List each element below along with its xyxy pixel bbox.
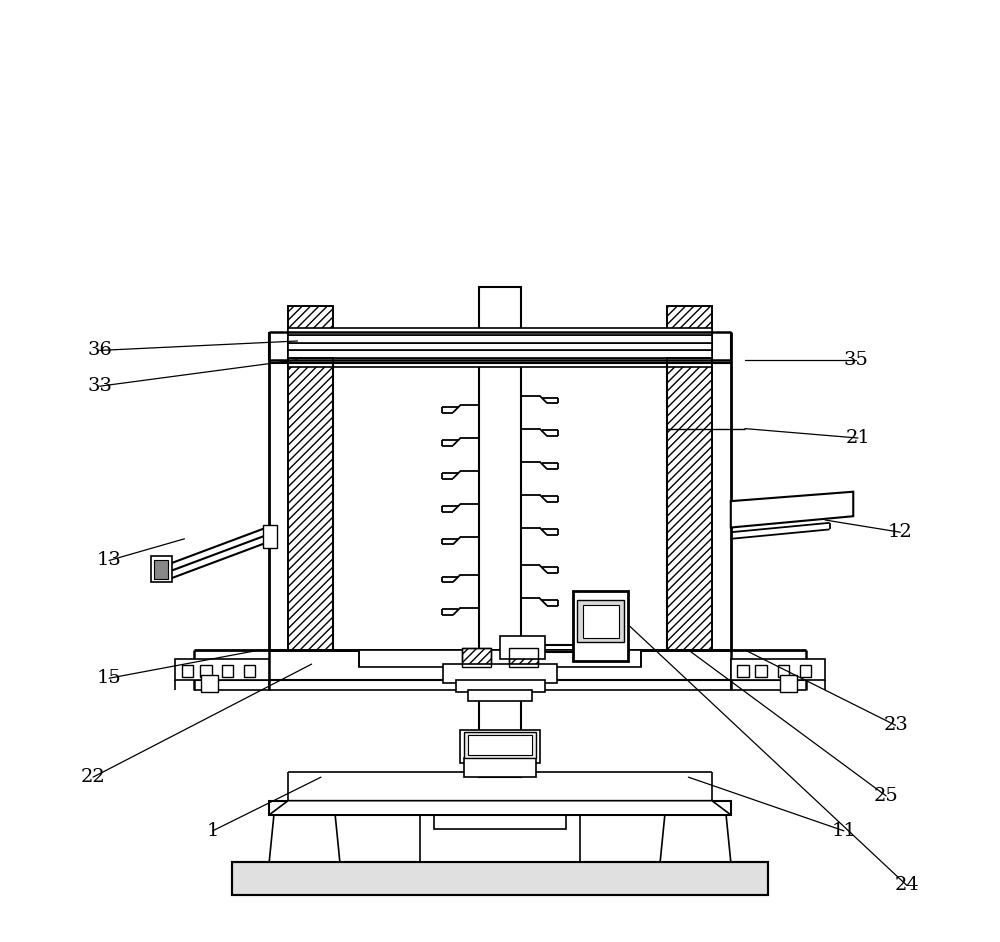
Polygon shape: [269, 801, 731, 815]
Bar: [232, 862, 768, 895]
Text: 1: 1: [207, 821, 219, 840]
Bar: [175, 659, 269, 680]
Bar: [201, 675, 218, 692]
Bar: [288, 335, 712, 343]
Text: 25: 25: [874, 787, 899, 805]
Bar: [667, 358, 712, 650]
Bar: [456, 680, 545, 692]
Bar: [755, 665, 767, 677]
Bar: [420, 810, 580, 862]
Bar: [462, 648, 491, 667]
Bar: [269, 801, 731, 815]
Text: 15: 15: [97, 669, 121, 688]
Bar: [288, 358, 333, 650]
Polygon shape: [269, 815, 340, 862]
Text: 22: 22: [81, 768, 105, 787]
Text: 36: 36: [87, 341, 112, 360]
Bar: [667, 306, 712, 363]
Bar: [468, 735, 532, 755]
Bar: [154, 560, 168, 579]
Bar: [359, 650, 641, 667]
Bar: [288, 358, 333, 650]
Bar: [434, 810, 566, 829]
Bar: [509, 648, 538, 667]
Bar: [288, 306, 333, 363]
Bar: [232, 862, 768, 895]
Bar: [288, 350, 712, 358]
Bar: [583, 605, 619, 638]
Bar: [288, 306, 333, 363]
Bar: [464, 732, 536, 758]
Text: 11: 11: [831, 821, 856, 840]
Bar: [263, 525, 277, 548]
Bar: [667, 358, 712, 650]
Bar: [778, 665, 789, 677]
Bar: [460, 730, 540, 763]
Bar: [468, 690, 532, 701]
Text: 24: 24: [895, 876, 919, 895]
Bar: [479, 287, 521, 777]
Bar: [200, 665, 212, 677]
Bar: [464, 758, 536, 777]
Bar: [443, 664, 557, 683]
Bar: [244, 665, 255, 677]
Bar: [800, 665, 811, 677]
Text: 35: 35: [844, 350, 869, 369]
Bar: [731, 659, 825, 680]
Bar: [288, 328, 712, 335]
Bar: [737, 665, 749, 677]
Bar: [222, 665, 233, 677]
Bar: [462, 648, 491, 667]
Bar: [577, 600, 624, 642]
Bar: [573, 591, 628, 661]
Bar: [667, 306, 712, 363]
Text: 12: 12: [888, 523, 913, 542]
Bar: [780, 675, 797, 692]
Bar: [500, 636, 545, 659]
Text: 21: 21: [846, 429, 870, 447]
Bar: [182, 665, 193, 677]
Bar: [333, 363, 667, 650]
Bar: [288, 343, 712, 350]
Bar: [288, 358, 712, 367]
Bar: [509, 648, 538, 667]
Text: 33: 33: [87, 377, 112, 396]
Polygon shape: [731, 492, 853, 528]
Polygon shape: [660, 815, 731, 862]
Text: 13: 13: [97, 551, 122, 570]
Text: 23: 23: [883, 716, 908, 735]
Bar: [151, 556, 172, 582]
